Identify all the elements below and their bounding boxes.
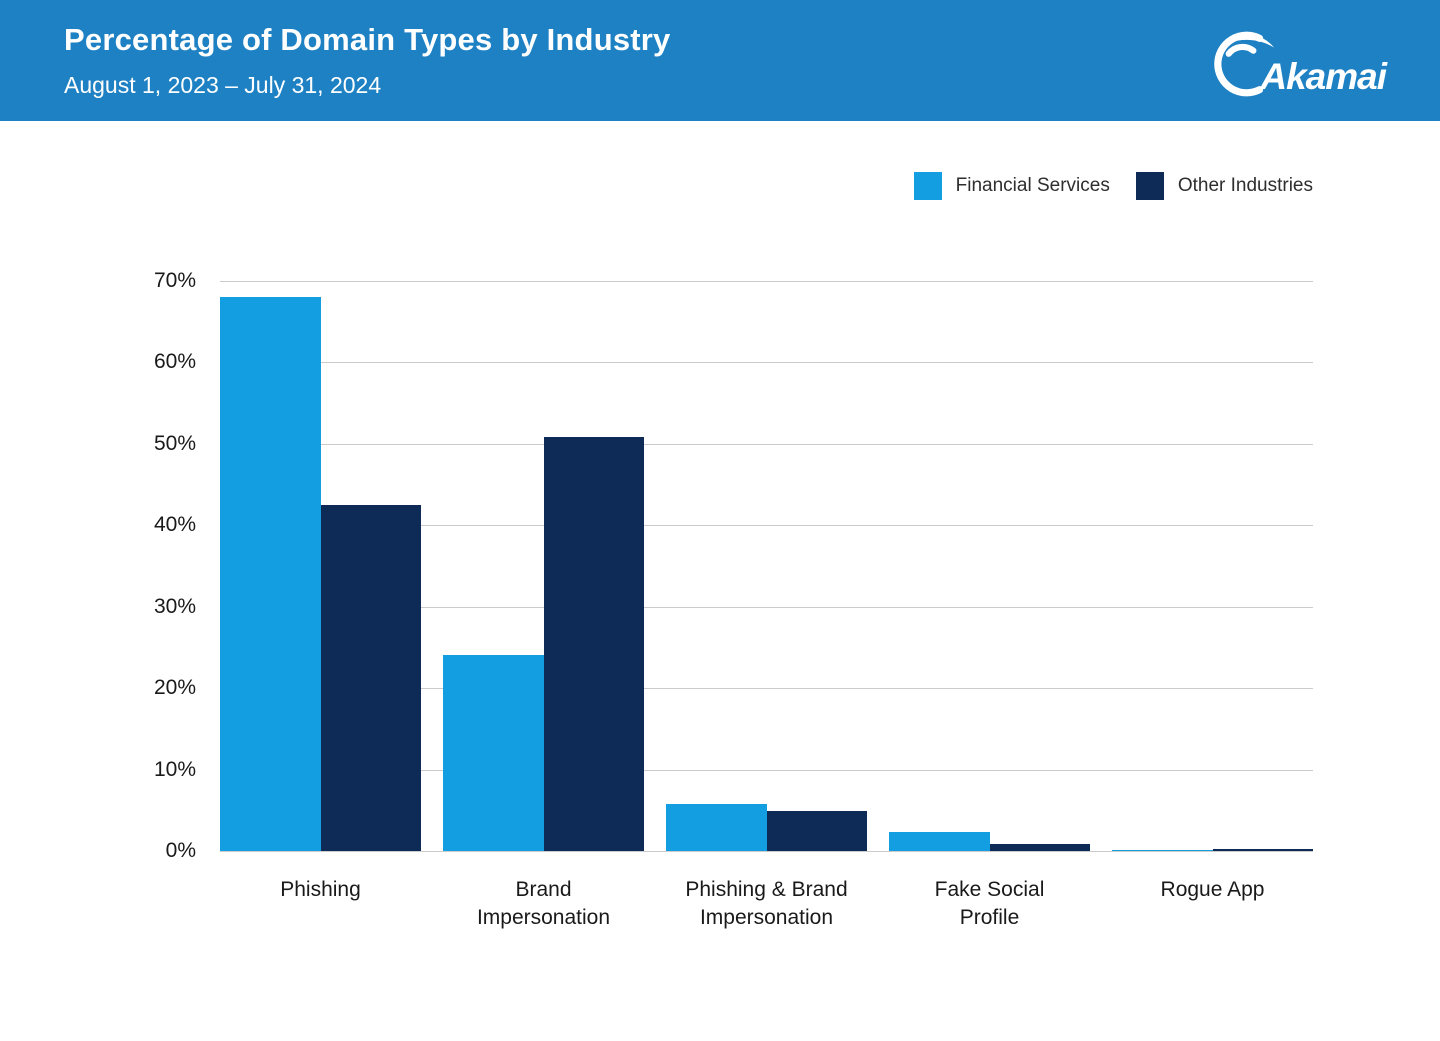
y-axis-tick-label: 10% — [153, 757, 196, 781]
y-axis-tick-label: 0% — [165, 839, 196, 862]
y-axis: 70% 60% 50% 40% 30% 20% 10% 0% — [0, 269, 196, 862]
x-axis-category-label: Rogue App — [1160, 878, 1265, 901]
x-axis-category-label: Fake Social Profile — [934, 878, 1045, 929]
gridline — [220, 688, 1313, 690]
x-axis-category-label: Brand Impersonation — [476, 878, 611, 929]
akamai-wordmark: Akamai — [1260, 56, 1387, 97]
bar-financial-services — [889, 832, 990, 851]
legend-swatch-icon — [1135, 172, 1164, 200]
gridline — [220, 525, 1313, 527]
y-axis-tick-label: 50% — [153, 431, 196, 455]
bar-financial-services — [666, 803, 767, 851]
bar-financial-services — [220, 297, 321, 851]
legend-label: Financial Services — [955, 175, 1110, 196]
bar-group — [889, 281, 1090, 851]
legend-item: Financial Services — [913, 172, 1110, 200]
y-axis-tick-label: 60% — [153, 350, 196, 374]
header-banner: Percentage of Domain Types by Industry A… — [0, 0, 1440, 121]
bar-group — [666, 281, 867, 851]
legend-label: Other Industries — [1177, 175, 1313, 196]
bar-chart-plot-area — [220, 281, 1313, 852]
gridline — [220, 769, 1313, 771]
bar-other-industries — [1212, 848, 1313, 851]
x-axis: Phishing Brand Impersonation Phishing & Bra… — [220, 876, 1313, 932]
gridline — [220, 851, 1313, 852]
page-title: Percentage of Domain Types by Industry — [64, 22, 671, 57]
bar-group — [220, 281, 421, 851]
bar-other-industries — [543, 436, 644, 851]
bar-group — [443, 281, 644, 851]
bar-other-industries — [320, 504, 421, 851]
bar-other-industries — [766, 811, 867, 851]
bar-group — [1112, 281, 1313, 851]
y-axis-tick-label: 70% — [153, 269, 196, 292]
chart-legend: Financial Services Other Industries — [913, 172, 1313, 200]
x-axis-category-label: Phishing — [280, 878, 361, 901]
legend-item: Other Industries — [1135, 172, 1313, 200]
gridline — [220, 362, 1313, 364]
legend-swatch-icon — [913, 172, 942, 200]
bar-financial-services — [1112, 850, 1213, 851]
gridline — [220, 606, 1313, 608]
bar-other-industries — [989, 843, 1090, 851]
gridline — [220, 443, 1313, 445]
date-range-subtitle: August 1, 2023 – July 31, 2024 — [64, 72, 382, 98]
x-axis-category-label: Phishing & Brand Impersonation — [685, 878, 848, 929]
bar-financial-services — [443, 654, 544, 851]
y-axis-tick-label: 40% — [153, 513, 196, 537]
gridline — [220, 281, 1313, 282]
y-axis-tick-label: 30% — [153, 594, 196, 618]
akamai-logo: Akamai — [1202, 20, 1387, 100]
akamai-swoosh-icon — [1214, 31, 1275, 97]
bar-series-container — [220, 281, 1313, 851]
y-axis-tick-label: 20% — [153, 676, 196, 700]
